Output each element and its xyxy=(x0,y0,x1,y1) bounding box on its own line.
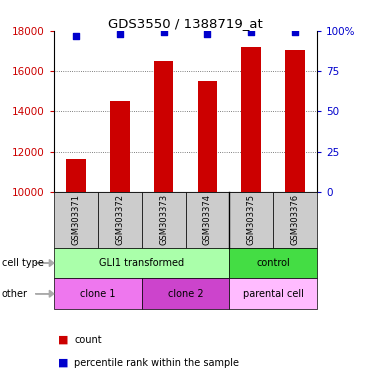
Text: ■: ■ xyxy=(58,358,68,368)
Text: cell type: cell type xyxy=(2,258,44,268)
Bar xyxy=(154,61,173,192)
Text: GSM303373: GSM303373 xyxy=(159,194,168,245)
Bar xyxy=(198,81,217,192)
Point xyxy=(73,33,79,39)
Title: GDS3550 / 1388719_at: GDS3550 / 1388719_at xyxy=(108,17,263,30)
Text: GSM303376: GSM303376 xyxy=(291,194,300,245)
Text: ■: ■ xyxy=(58,335,68,345)
Point xyxy=(204,31,210,37)
Bar xyxy=(242,47,261,192)
Text: clone 1: clone 1 xyxy=(80,289,115,299)
Text: GSM303374: GSM303374 xyxy=(203,194,212,245)
Text: parental cell: parental cell xyxy=(243,289,304,299)
Point xyxy=(249,29,255,35)
Point xyxy=(161,29,167,35)
Text: other: other xyxy=(2,289,28,299)
Text: GLI1 transformed: GLI1 transformed xyxy=(99,258,184,268)
Text: percentile rank within the sample: percentile rank within the sample xyxy=(74,358,239,368)
Text: control: control xyxy=(256,258,290,268)
Text: clone 2: clone 2 xyxy=(168,289,203,299)
Text: count: count xyxy=(74,335,102,345)
Point xyxy=(292,29,298,35)
Bar xyxy=(285,50,305,192)
Text: GSM303371: GSM303371 xyxy=(71,194,80,245)
Point xyxy=(116,31,122,37)
Text: GSM303375: GSM303375 xyxy=(247,194,256,245)
Bar xyxy=(110,101,129,192)
Bar xyxy=(66,159,86,192)
Text: GSM303372: GSM303372 xyxy=(115,194,124,245)
